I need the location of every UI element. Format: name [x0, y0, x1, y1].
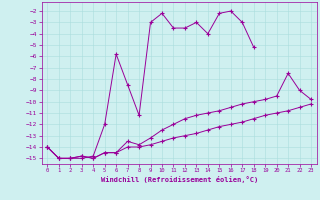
X-axis label: Windchill (Refroidissement éolien,°C): Windchill (Refroidissement éolien,°C) — [100, 176, 258, 183]
